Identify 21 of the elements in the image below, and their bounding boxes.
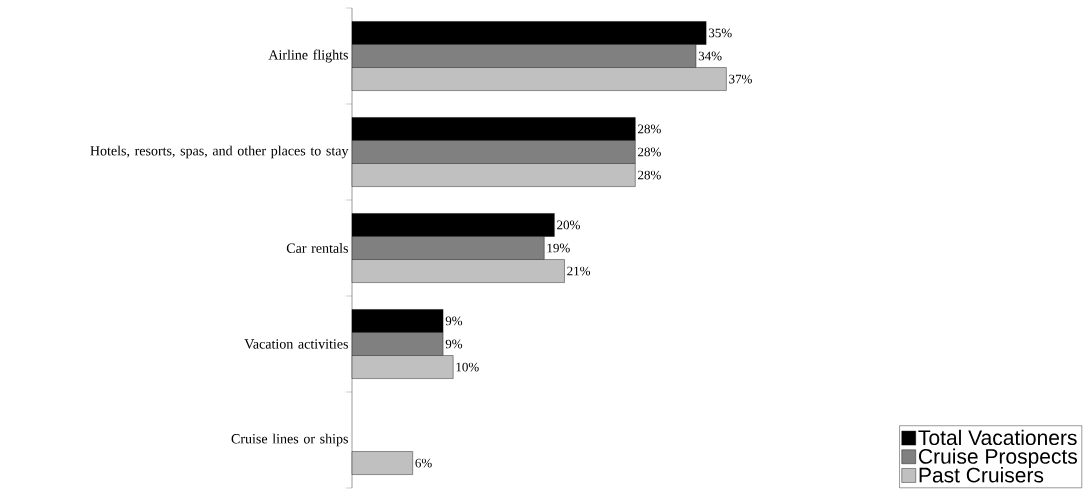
data-label: 35% — [708, 28, 732, 38]
data-label: 28% — [638, 170, 661, 180]
data-label: 20% — [557, 220, 580, 230]
data-label: 28% — [638, 147, 661, 157]
data-label: 6% — [415, 458, 432, 468]
data-label: 37% — [729, 74, 752, 84]
y-tick-label: Airline flights — [268, 49, 348, 63]
legend-label: Cruise Prospects — [919, 448, 1078, 468]
data-label: 10% — [456, 362, 479, 372]
data-label: 21% — [567, 266, 591, 276]
legend-label: Past Cruisers — [919, 467, 1044, 483]
data-label: 19% — [547, 243, 570, 253]
legend-label: Total Vacationers — [918, 429, 1077, 446]
data-label: 28% — [638, 124, 661, 134]
y-tick-label: Car rentals — [286, 243, 348, 253]
y-tick-label: Hotels, resorts, spas, and other places to stay — [90, 145, 349, 159]
data-label: 34% — [698, 51, 722, 61]
y-tick-label: Vacation activities — [244, 339, 348, 349]
data-label: 9% — [445, 339, 463, 349]
data-label: 9% — [445, 316, 463, 326]
y-tick-label: Cruise lines or ships — [231, 433, 348, 447]
